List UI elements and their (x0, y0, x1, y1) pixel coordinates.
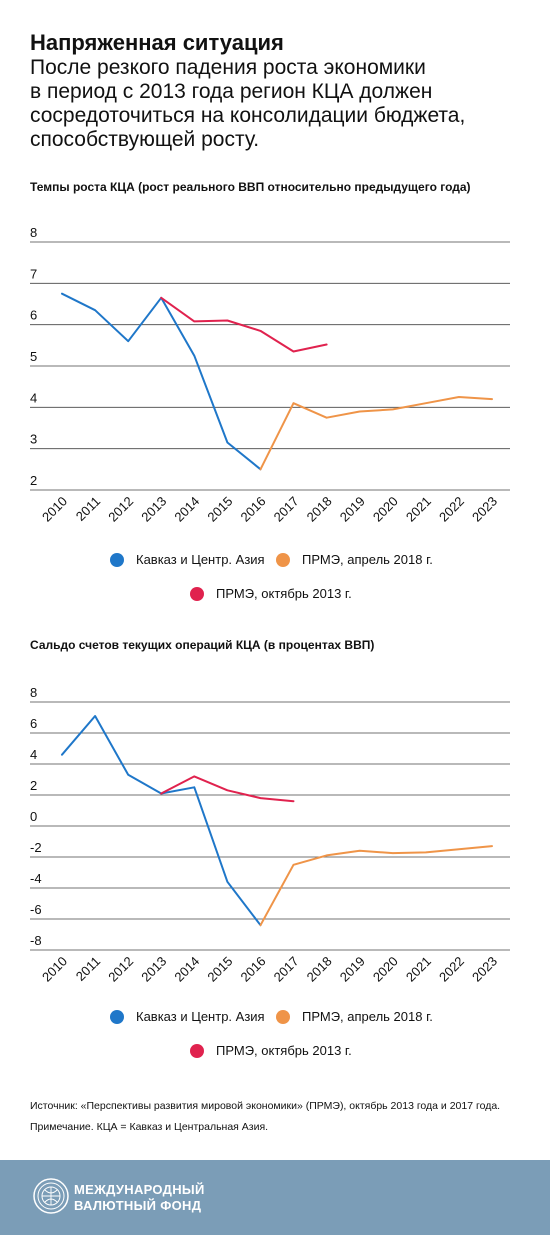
x-tick-label: 2011 (73, 494, 103, 524)
y-tick-label: 6 (30, 716, 37, 731)
y-tick-label: -8 (30, 933, 42, 948)
legend-swatch-weo-2018 (276, 1009, 290, 1024)
footer: МЕЖДУНАРОДНЫЙ ВАЛЮТНЫЙ ФОНД (0, 1160, 550, 1235)
y-tick-label: 4 (30, 390, 37, 405)
y-tick-label: -6 (30, 902, 42, 917)
series-line-weo-2013 (160, 296, 328, 353)
imf-wordmark: МЕЖДУНАРОДНЫЙ ВАЛЮТНЫЙ ФОНД (74, 1182, 205, 1214)
x-tick-label: 2014 (171, 954, 202, 985)
x-tick-label: 2021 (403, 494, 434, 525)
x-tick-label: 2016 (238, 954, 269, 985)
x-tick-label: 2013 (138, 954, 169, 985)
x-tick-label: 2013 (138, 494, 169, 525)
series-line-weo-2018 (259, 396, 493, 471)
y-tick-label: 3 (30, 432, 37, 447)
legend-item-cca: Кавказ и Центр. Азия (110, 1009, 265, 1024)
y-tick-label: 2 (30, 778, 37, 793)
y-tick-label: 0 (30, 809, 37, 824)
series-line-weo-2018 (259, 845, 493, 927)
imf-seal-icon (33, 1178, 69, 1214)
x-tick-label: 2019 (337, 494, 368, 525)
x-tick-label: 2019 (337, 954, 368, 985)
legend-swatch-weo-2013 (190, 1043, 204, 1058)
subtitle-line: сосредоточиться на консолидации бюджета, (30, 104, 466, 127)
page-title: Напряженная ситуация (30, 30, 284, 55)
legend-item-weo-2013: ПРМЭ, октябрь 2013 г. (190, 586, 352, 601)
notes: Источник: «Перспективы развития мировой … (30, 1096, 530, 1138)
legend-label-weo-2013: ПРМЭ, октябрь 2013 г. (216, 1043, 352, 1058)
x-tick-label: 2010 (39, 494, 70, 525)
x-tick-label: 2020 (370, 494, 401, 525)
legend-label-cca: Кавказ и Центр. Азия (136, 1009, 265, 1024)
subtitle-line: После резкого падения роста экономики (30, 56, 426, 79)
y-tick-label: 5 (30, 349, 37, 364)
x-tick-label: 2012 (105, 494, 136, 525)
imf-wordmark-line2: ВАЛЮТНЫЙ ФОНД (74, 1198, 202, 1213)
legend-item-weo-2018: ПРМЭ, апрель 2018 г. (276, 552, 433, 567)
x-tick-label: 2012 (105, 954, 136, 985)
legend-item-weo-2018: ПРМЭ, апрель 2018 г. (276, 1009, 433, 1024)
y-tick-label: -2 (30, 840, 42, 855)
x-tick-label: 2018 (304, 494, 335, 525)
x-tick-label: 2020 (370, 954, 401, 985)
y-tick-label: 8 (30, 685, 37, 700)
y-tick-label: 4 (30, 747, 37, 762)
y-tick-label: -4 (30, 871, 42, 886)
x-tick-label: 2022 (436, 954, 467, 985)
x-tick-label: 2014 (171, 494, 202, 525)
x-tick-label: 2023 (469, 494, 500, 525)
legend-swatch-cca (110, 1009, 124, 1024)
legend-label-weo-2018: ПРМЭ, апрель 2018 г. (302, 552, 433, 567)
legend-swatch-weo-2013 (190, 586, 204, 601)
legend-swatch-cca (110, 552, 124, 567)
x-tick-label: 2017 (271, 494, 302, 525)
legend-label-cca: Кавказ и Центр. Азия (136, 552, 265, 567)
source-note: Источник: «Перспективы развития мировой … (30, 1100, 501, 1112)
subtitle-line: в период с 2013 года регион КЦА должен (30, 80, 433, 103)
chart1-title: Темпы роста КЦА (рост реального ВВП отно… (30, 180, 471, 194)
x-tick-label: 2021 (403, 954, 434, 985)
x-tick-label: 2011 (73, 954, 103, 984)
subtitle-line: способствующей росту. (30, 128, 260, 151)
legend-item-cca: Кавказ и Центр. Азия (110, 552, 265, 567)
x-tick-label: 2018 (304, 954, 335, 985)
y-tick-label: 8 (30, 225, 37, 240)
x-tick-label: 2022 (436, 494, 467, 525)
x-tick-label: 2017 (271, 954, 302, 985)
legend-item-weo-2013: ПРМЭ, октябрь 2013 г. (190, 1043, 352, 1058)
legend-swatch-weo-2018 (276, 552, 290, 567)
x-tick-label: 2015 (204, 494, 235, 525)
x-tick-label: 2010 (39, 954, 70, 985)
x-tick-label: 2016 (238, 494, 269, 525)
y-tick-label: 2 (30, 473, 37, 488)
imf-wordmark-line1: МЕЖДУНАРОДНЫЙ (74, 1182, 205, 1197)
chart2-title: Сальдо счетов текущих операций КЦА (в пр… (30, 638, 375, 652)
series-line-cca (61, 715, 262, 927)
page-subtitle: После резкого падения роста экономики в … (30, 56, 530, 152)
x-tick-label: 2023 (469, 954, 500, 985)
abbreviation-note: Примечание. КЦА = Кавказ и Центральная А… (30, 1121, 269, 1133)
y-tick-label: 7 (30, 266, 37, 281)
x-tick-label: 2015 (204, 954, 235, 985)
legend-label-weo-2013: ПРМЭ, октябрь 2013 г. (216, 586, 352, 601)
legend-label-weo-2018: ПРМЭ, апрель 2018 г. (302, 1009, 433, 1024)
series-line-weo-2013 (160, 775, 295, 803)
series-line-cca (61, 292, 262, 471)
headline: Напряженная ситуация После резкого паден… (30, 30, 530, 152)
y-tick-label: 6 (30, 308, 37, 323)
